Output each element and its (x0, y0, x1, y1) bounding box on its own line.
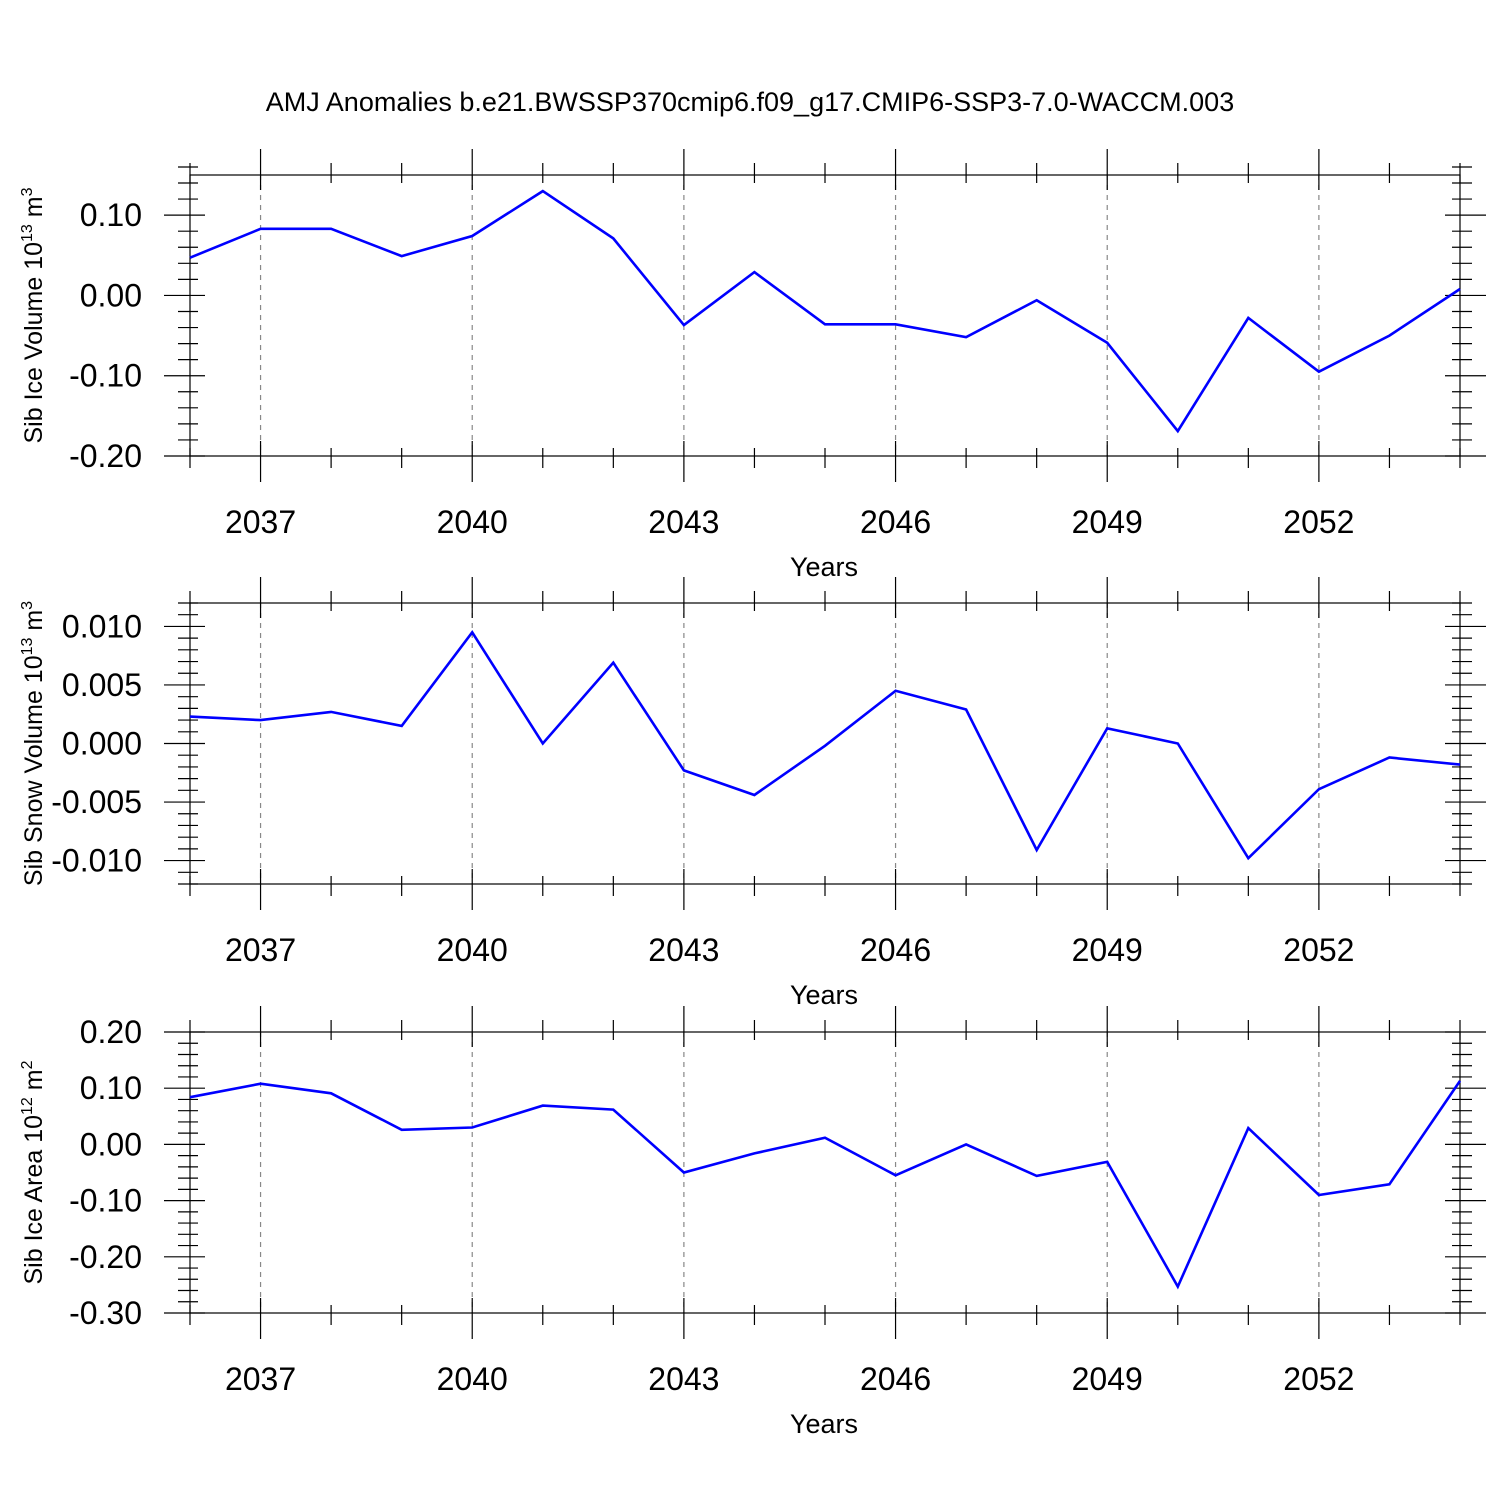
chart-panel-2: -0.010 -0.005 0.000 0.005 0.010 2037 2040 2043 2… (19, 577, 1486, 1010)
x-tick-label: 2043 (648, 504, 719, 540)
y-axis-label-exponent: 13 (19, 224, 36, 242)
y-axis-label-text: m (20, 196, 48, 224)
y-tick-label: 0.10 (80, 197, 142, 233)
x-tick-label: 2046 (860, 504, 931, 540)
y-axis-label-text: Sib Ice Volume 10 (20, 242, 48, 444)
y-tick-label: -0.30 (69, 1295, 142, 1331)
y-axis-label-exponent: 3 (19, 187, 36, 196)
y-axis-label-exponent: 2 (19, 1060, 36, 1069)
y-tick-label: 0.005 (62, 667, 142, 703)
chart-panel-1: -0.20 -0.10 0.00 0.10 2037 2040 2043 2046 2049 20… (19, 149, 1486, 582)
y-axis-label-text: m (20, 610, 48, 638)
x-axis-label: Years (790, 980, 858, 1010)
y-axis-label-exponent: 3 (19, 601, 36, 610)
x-tick-label: 2049 (1072, 504, 1143, 540)
plot-frame (189, 1031, 1461, 1314)
y-axis-label: Sib Ice Volume 1013 m3 (19, 187, 48, 443)
y-axis-label: Sib Snow Volume 1013 m3 (19, 601, 48, 886)
y-axis-label-exponent: 13 (19, 637, 36, 655)
x-tick-label: 2037 (225, 504, 296, 540)
x-axis-label: Years (790, 552, 858, 582)
y-axis-label-text: Sib Ice Area 10 (20, 1115, 48, 1285)
y-tick-label: -0.10 (69, 358, 142, 394)
data-series-line (189, 630, 1461, 861)
x-tick-label: 2052 (1283, 932, 1354, 968)
y-tick-label: -0.20 (69, 1239, 142, 1275)
y-tick-label: -0.10 (69, 1183, 142, 1219)
data-series-line (189, 1080, 1462, 1290)
y-tick-label: -0.010 (51, 843, 142, 879)
y-tick-label: 0.000 (62, 726, 142, 762)
x-tick-label: 2046 (860, 932, 931, 968)
y-tick-label: 0.00 (80, 277, 142, 313)
x-tick-label: 2043 (648, 932, 719, 968)
x-tick-label: 2052 (1283, 1361, 1354, 1397)
plot-title: AMJ Anomalies b.e21.BWSSP370cmip6.f09_g1… (266, 87, 1234, 117)
y-axis-label-text: Sib Snow Volume 10 (20, 655, 48, 886)
y-axis-label: Sib Ice Area 1012 m2 (19, 1060, 48, 1284)
y-tick-label: 0.10 (80, 1070, 142, 1106)
chart-panel-3: -0.30 -0.20 -0.10 0.00 0.10 0.20 2037 2040 2043 2… (19, 1006, 1486, 1439)
y-tick-label: 0.00 (80, 1126, 142, 1162)
x-axis-label: Years (790, 1409, 858, 1439)
x-tick-label: 2046 (860, 1361, 931, 1397)
plot-frame (189, 174, 1461, 457)
x-tick-label: 2040 (437, 504, 508, 540)
x-tick-label: 2040 (437, 932, 508, 968)
y-tick-label: -0.005 (51, 784, 142, 820)
y-axis-label-text: m (20, 1069, 48, 1097)
y-tick-label: 0.20 (80, 1014, 142, 1050)
x-tick-label: 2040 (437, 1361, 508, 1397)
y-axis-label-exponent: 12 (19, 1097, 36, 1115)
x-tick-label: 2043 (648, 1361, 719, 1397)
x-tick-label: 2037 (225, 932, 296, 968)
y-tick-label: 0.010 (62, 608, 142, 644)
y-tick-label: -0.20 (69, 438, 142, 474)
data-series-line (189, 189, 1461, 434)
x-tick-label: 2049 (1072, 932, 1143, 968)
x-tick-label: 2037 (225, 1361, 296, 1397)
x-tick-label: 2052 (1283, 504, 1354, 540)
plot-frame (189, 602, 1461, 885)
x-tick-label: 2049 (1072, 1361, 1143, 1397)
